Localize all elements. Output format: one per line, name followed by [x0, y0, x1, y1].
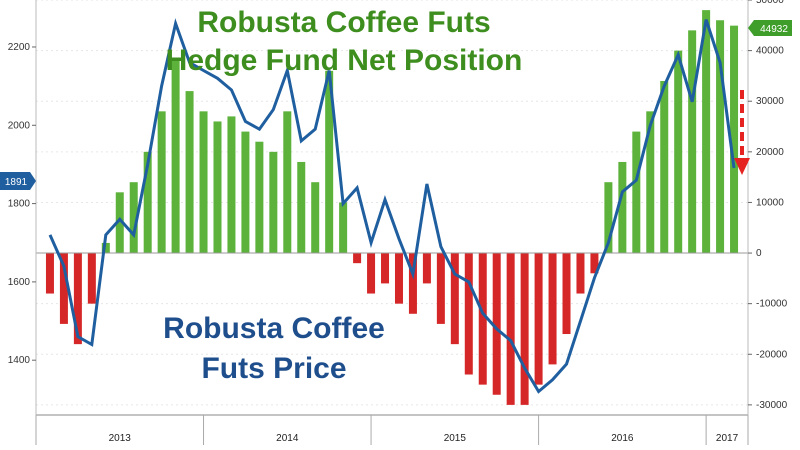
net-position-bar: [660, 80, 669, 254]
right-tick-label: 0: [756, 248, 762, 259]
net-position-bar: [353, 253, 362, 264]
net-position-bars: [36, 10, 748, 405]
net-position-bar: [548, 253, 557, 365]
left-tick-label: 1600: [8, 277, 31, 288]
net-position-bar: [269, 151, 278, 254]
right-axis-ticks: -30000 -20000 -10000 0 10000 20000 30000 40000 5…: [748, 0, 788, 411]
net-position-bar: [534, 253, 543, 385]
chart-title-line-1: Robusta Coffee Futs: [197, 6, 490, 39]
right-tick-label: 10000: [756, 197, 784, 208]
last-position-value: 44932: [760, 24, 788, 35]
net-position-bar: [213, 121, 222, 254]
net-position-bar: [618, 161, 627, 254]
year-label: 2013: [109, 433, 132, 444]
net-position-bar: [241, 131, 250, 254]
net-position-bar: [464, 253, 473, 375]
net-position-bar: [157, 111, 166, 254]
net-position-bar: [283, 111, 292, 254]
net-position-bar: [171, 60, 180, 254]
net-position-bar: [520, 253, 529, 405]
net-position-bar: [255, 141, 264, 254]
left-tick-label: 2000: [8, 120, 31, 131]
right-tick-label: 20000: [756, 147, 784, 158]
year-label: 2014: [276, 433, 299, 444]
net-position-bar: [576, 253, 585, 294]
right-tick-label: 40000: [756, 46, 784, 57]
left-tick-label: 1800: [8, 199, 31, 210]
net-position-bar: [632, 131, 641, 254]
net-position-bar: [45, 253, 54, 294]
net-position-bar: [450, 253, 459, 345]
right-tick-label: 30000: [756, 96, 784, 107]
net-position-bar: [143, 151, 152, 254]
net-position-bar: [297, 161, 306, 254]
net-position-bar: [87, 253, 96, 304]
price-line: [48, 18, 736, 394]
chart-title-line-2: Hedge Fund Net Position: [166, 44, 523, 77]
right-tick-label: -10000: [756, 299, 788, 310]
right-tick-label: -30000: [756, 400, 788, 411]
price-label-line-1: Robusta Coffee: [163, 312, 385, 345]
net-position-bar: [646, 111, 655, 254]
net-position-bar: [674, 50, 683, 254]
left-tick-label: 2200: [8, 42, 31, 53]
left-axis-ticks: 1400 1600 1800 2000 2200: [8, 42, 36, 366]
x-axis-years: 2013 2014 2015 2016 2017: [35, 415, 749, 445]
down-arrow-head: [734, 158, 750, 175]
net-position-bar: [115, 192, 124, 254]
net-position-bar: [590, 253, 599, 274]
net-position-bar: [73, 253, 82, 345]
net-position-bar: [325, 70, 334, 254]
right-tick-label: 50000: [756, 0, 784, 6]
net-position-bar: [129, 182, 138, 254]
net-position-bar: [730, 25, 739, 254]
net-position-bar: [394, 253, 403, 304]
net-position-bar: [702, 10, 711, 254]
year-label: 2016: [611, 433, 634, 444]
net-position-bar: [311, 182, 320, 254]
left-tick-label: 1400: [8, 355, 31, 366]
net-position-bar: [101, 242, 110, 254]
net-position-bar: [408, 253, 417, 314]
year-label: 2017: [716, 433, 739, 444]
net-position-bar: [227, 116, 236, 254]
last-price-badge-bg: [0, 172, 36, 190]
net-position-bar: [436, 253, 445, 324]
last-price-badge: 1891: [0, 172, 36, 190]
net-position-bar: [422, 253, 431, 284]
net-position-bar: [716, 20, 725, 254]
year-label: 2015: [444, 433, 467, 444]
price-label-line-2: Futs Price: [201, 352, 346, 385]
net-position-bar: [688, 30, 697, 254]
net-position-bar: [339, 202, 348, 254]
down-arrow-icon: [734, 90, 750, 175]
net-position-bar: [59, 253, 68, 324]
net-position-bar: [367, 253, 376, 294]
net-position-bar: [185, 91, 194, 254]
net-position-bar: [562, 253, 571, 335]
last-position-badge-bg: [748, 20, 792, 36]
net-position-bar: [492, 253, 501, 395]
last-price-value: 1891: [5, 177, 28, 188]
net-position-bar: [478, 253, 487, 385]
net-position-bar: [381, 253, 390, 284]
last-position-badge: 44932: [748, 20, 792, 36]
right-tick-label: -20000: [756, 349, 788, 360]
net-position-bar: [604, 182, 613, 254]
net-position-bar: [199, 111, 208, 254]
net-position-bar: [506, 253, 515, 405]
